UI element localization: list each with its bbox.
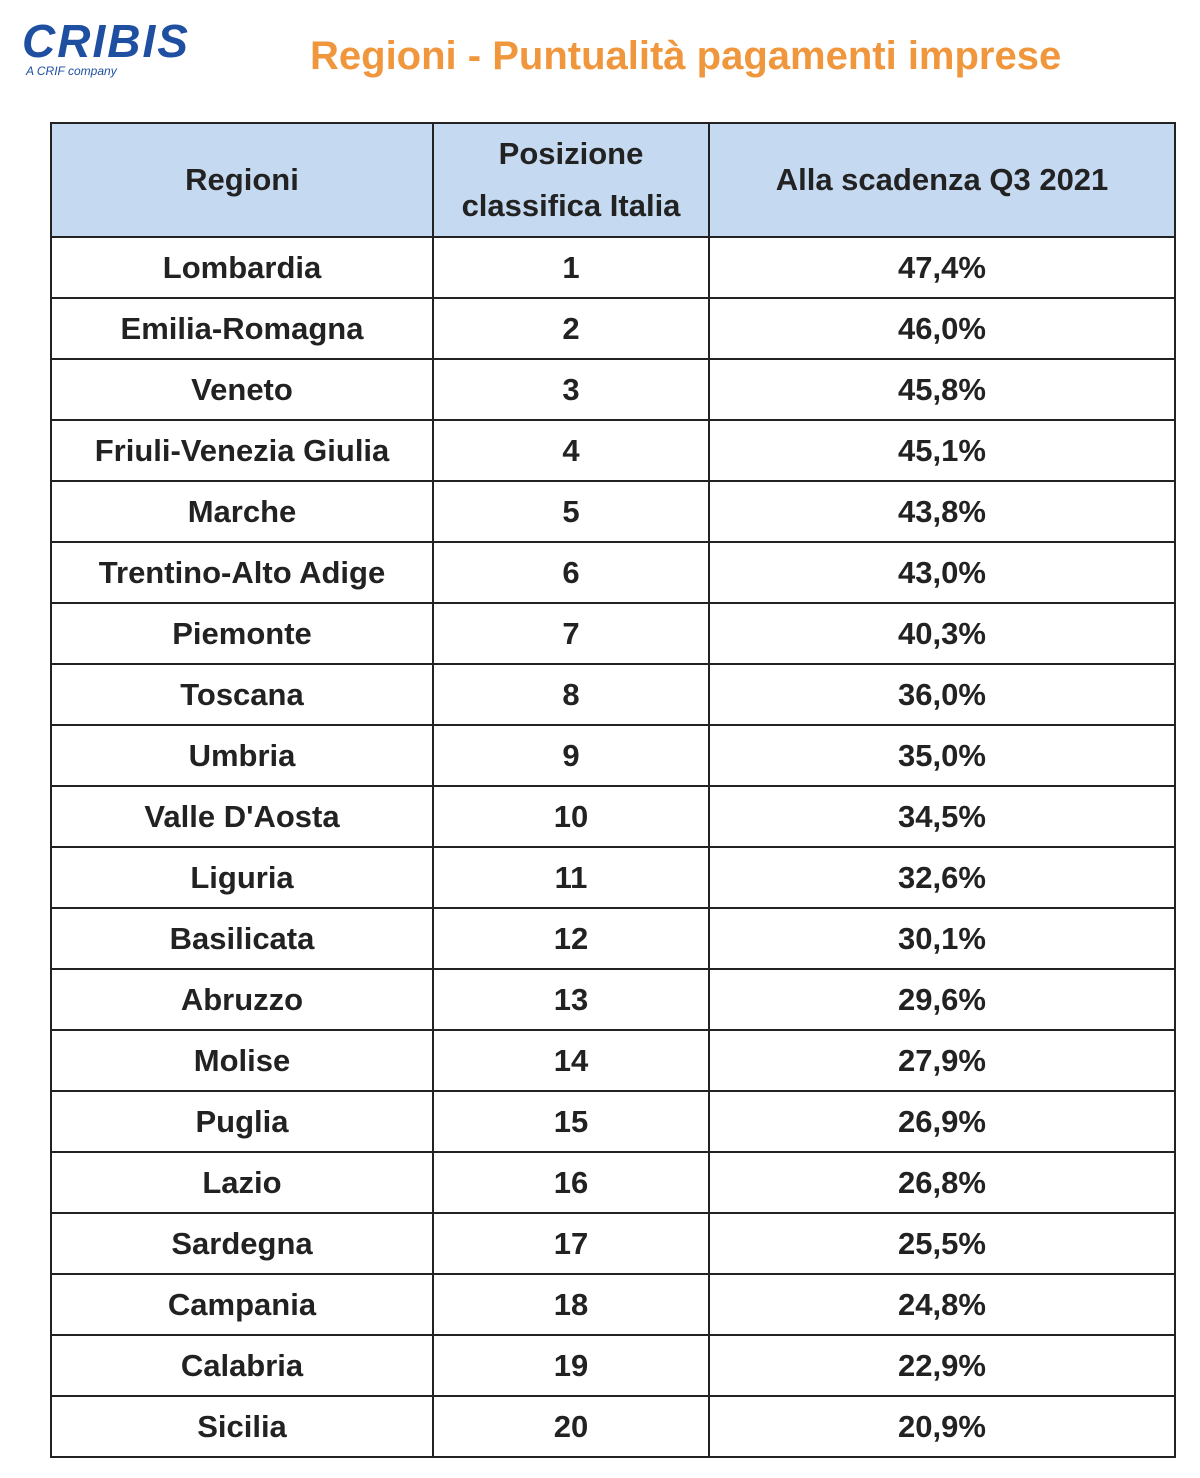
table-cell: 9: [432, 724, 710, 787]
table-row: Umbria 9 35,0%: [50, 724, 1176, 787]
table-cell: 19: [432, 1334, 710, 1397]
column-header: Alla scadenza Q3 2021: [708, 122, 1176, 238]
table-cell: 6: [432, 541, 710, 604]
table-body: Lombardia 1 47,4% Emilia-Romagna 2 46,0% Venet…: [50, 236, 1176, 1458]
table-cell: 15: [432, 1090, 710, 1153]
table-cell: Trentino-Alto Adige: [50, 541, 434, 604]
table-cell: Piemonte: [50, 602, 434, 665]
table-cell: 1: [432, 236, 710, 299]
table-row: Sicilia 20 20,9%: [50, 1395, 1176, 1458]
table-row: Piemonte 7 40,3%: [50, 602, 1176, 665]
table-cell: 13: [432, 968, 710, 1031]
table-cell: 34,5%: [708, 785, 1176, 848]
table-cell: 36,0%: [708, 663, 1176, 726]
table-cell: Marche: [50, 480, 434, 543]
table-row: Molise 14 27,9%: [50, 1029, 1176, 1092]
table-cell: 8: [432, 663, 710, 726]
table-cell: 45,1%: [708, 419, 1176, 482]
table-row: Emilia-Romagna 2 46,0%: [50, 297, 1176, 360]
table-cell: Lombardia: [50, 236, 434, 299]
table-row: Toscana 8 36,0%: [50, 663, 1176, 726]
table-cell: 17: [432, 1212, 710, 1275]
table-cell: 46,0%: [708, 297, 1176, 360]
table-cell: 4: [432, 419, 710, 482]
table-cell: 12: [432, 907, 710, 970]
table-cell: Liguria: [50, 846, 434, 909]
table-row: Puglia 15 26,9%: [50, 1090, 1176, 1153]
table-cell: Lazio: [50, 1151, 434, 1214]
logo-tagline: A CRIF company: [26, 64, 117, 78]
table-cell: 27,9%: [708, 1029, 1176, 1092]
logo: CRIBIS A CRIF company: [22, 18, 232, 78]
table-row: Campania 18 24,8%: [50, 1273, 1176, 1336]
table-row: Abruzzo 13 29,6%: [50, 968, 1176, 1031]
table-cell: 7: [432, 602, 710, 665]
table-cell: 2: [432, 297, 710, 360]
table-cell: Emilia-Romagna: [50, 297, 434, 360]
column-header: Posizione classifica Italia: [432, 122, 710, 238]
table-cell: 26,8%: [708, 1151, 1176, 1214]
table-row: Friuli-Venezia Giulia 4 45,1%: [50, 419, 1176, 482]
table-row: Calabria 19 22,9%: [50, 1334, 1176, 1397]
table-cell: 11: [432, 846, 710, 909]
table-cell: Abruzzo: [50, 968, 434, 1031]
table-header: Regioni Posizione classifica Italia Alla s…: [50, 122, 1176, 238]
table-cell: 26,9%: [708, 1090, 1176, 1153]
table-cell: 16: [432, 1151, 710, 1214]
table-cell: Campania: [50, 1273, 434, 1336]
table-cell: Sardegna: [50, 1212, 434, 1275]
table-cell: 35,0%: [708, 724, 1176, 787]
table-cell: Toscana: [50, 663, 434, 726]
table-cell: 24,8%: [708, 1273, 1176, 1336]
header-row: Regioni Posizione classifica Italia Alla s…: [50, 122, 1176, 238]
table-cell: 14: [432, 1029, 710, 1092]
table-cell: 43,8%: [708, 480, 1176, 543]
table-cell: 40,3%: [708, 602, 1176, 665]
table-cell: Sicilia: [50, 1395, 434, 1458]
table-cell: 25,5%: [708, 1212, 1176, 1275]
table-cell: 3: [432, 358, 710, 421]
ranking-table: Regioni Posizione classifica Italia Alla s…: [50, 122, 1176, 1458]
table-row: Trentino-Alto Adige 6 43,0%: [50, 541, 1176, 604]
table-row: Veneto 3 45,8%: [50, 358, 1176, 421]
table-row: Lazio 16 26,8%: [50, 1151, 1176, 1214]
table-row: Liguria 11 32,6%: [50, 846, 1176, 909]
logo-text: CRIBIS: [22, 15, 190, 67]
title: Regioni - Puntualità pagamenti imprese: [310, 34, 1062, 78]
table-row: Marche 5 43,8%: [50, 480, 1176, 543]
column-header: Regioni: [50, 122, 434, 238]
table-cell: 20,9%: [708, 1395, 1176, 1458]
table-cell: Umbria: [50, 724, 434, 787]
table-row: Basilicata 12 30,1%: [50, 907, 1176, 970]
table-cell: 20: [432, 1395, 710, 1458]
table-cell: 5: [432, 480, 710, 543]
table-cell: 30,1%: [708, 907, 1176, 970]
table-cell: 29,6%: [708, 968, 1176, 1031]
table-cell: 47,4%: [708, 236, 1176, 299]
table-cell: Valle D'Aosta: [50, 785, 434, 848]
table-cell: 32,6%: [708, 846, 1176, 909]
table-cell: Calabria: [50, 1334, 434, 1397]
table-cell: Puglia: [50, 1090, 434, 1153]
table-cell: Molise: [50, 1029, 434, 1092]
table-cell: Veneto: [50, 358, 434, 421]
table-row: Sardegna 17 25,5%: [50, 1212, 1176, 1275]
table-cell: Basilicata: [50, 907, 434, 970]
table-cell: 43,0%: [708, 541, 1176, 604]
table-cell: 22,9%: [708, 1334, 1176, 1397]
table-row: Lombardia 1 47,4%: [50, 236, 1176, 299]
table-cell: Friuli-Venezia Giulia: [50, 419, 434, 482]
table-cell: 45,8%: [708, 358, 1176, 421]
table-row: Valle D'Aosta 10 34,5%: [50, 785, 1176, 848]
table-cell: 10: [432, 785, 710, 848]
table-cell: 18: [432, 1273, 710, 1336]
